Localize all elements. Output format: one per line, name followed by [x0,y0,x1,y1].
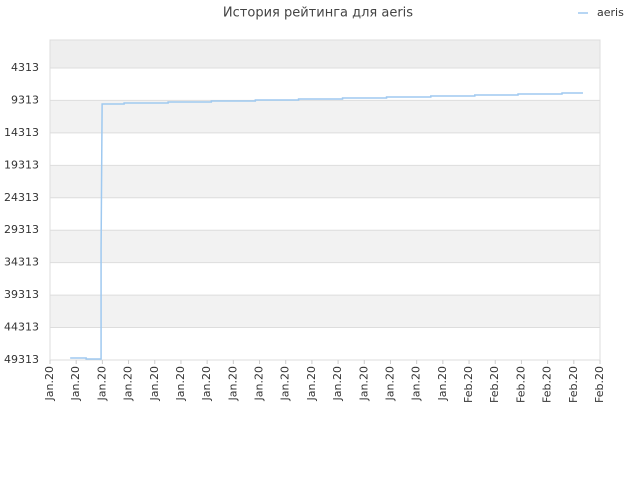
x-tick-label: Jan.20 [253,366,266,401]
y-tick-label: 34313 [4,256,39,269]
x-tick-label: Jan.20 [148,366,161,401]
x-tick-label: Jan.20 [383,366,396,401]
x-tick-label: Feb.20 [541,366,554,403]
x-tick-label: Jan.20 [410,366,423,401]
x-tick-label: Jan.20 [200,366,213,401]
x-tick-label: Jan.20 [436,366,449,401]
plot-frame [49,39,601,361]
plot-band [50,100,600,133]
x-tick-label: Jan.20 [279,366,292,401]
x-tick-label: Feb.20 [567,366,580,403]
x-tick-label: Jan.20 [122,366,135,401]
legend-label: aeris [597,6,624,19]
plot-band [50,132,600,166]
x-tick-label: Jan.20 [174,366,187,401]
x-tick-label: Feb.20 [462,366,475,403]
y-tick-label: 4313 [11,61,39,74]
x-tick-label: Jan.20 [226,366,239,401]
y-tick-label: 14313 [4,126,39,139]
x-tick-label: Feb.20 [514,366,527,403]
x-tick-label: Jan.20 [331,366,344,401]
plot-band [50,197,600,231]
x-tick-label: Jan.20 [95,366,108,401]
y-tick-label: 9313 [11,93,39,106]
chart-title: История рейтинга для aeris [223,6,413,21]
plot-band [50,230,600,263]
x-tick-label: Jan.20 [357,366,370,401]
y-tick-label: 49313 [4,353,39,366]
plot-band [50,295,600,328]
y-tick-label: 44313 [4,321,39,334]
x-tick-label: Feb.20 [593,366,606,403]
x-tick-label: Jan.20 [43,366,56,401]
x-tick-label: Feb.20 [488,366,501,403]
y-tick-label: 39313 [4,288,39,301]
plot-band [50,327,600,360]
series-line [70,92,583,360]
y-tick-label: 29313 [4,223,39,236]
y-tick-label: 24313 [4,191,39,204]
x-tick-label: Jan.20 [69,366,82,401]
x-tick-label: Jan.20 [305,366,318,401]
plot-band [50,165,600,198]
plot-band [50,40,600,68]
plot-band [50,262,600,296]
y-tick-label: 19313 [4,158,39,171]
